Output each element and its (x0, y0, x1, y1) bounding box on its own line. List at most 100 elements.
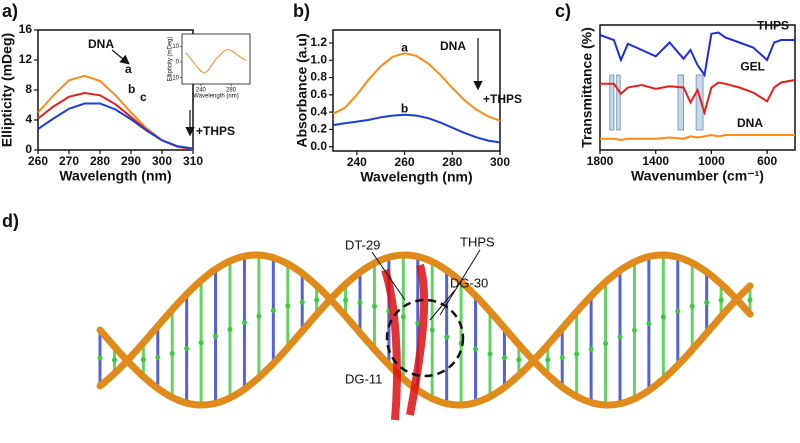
annotation: +THPS (196, 124, 235, 138)
structure-label: DT-29 (345, 237, 380, 252)
x-tick-label: 280 (442, 155, 462, 169)
axis-frame (332, 29, 501, 152)
atom (487, 351, 493, 357)
y-tick-label: 1.2 (310, 35, 327, 49)
panel-label: d) (2, 211, 19, 231)
x-tick-label: 240 (347, 155, 367, 169)
x-axis-label: Wavelength (nm) (193, 94, 238, 100)
atom (545, 357, 551, 363)
atom (111, 357, 117, 363)
atom (617, 334, 623, 340)
atom (415, 320, 421, 326)
atom (213, 333, 219, 339)
y-axis-label: Absorbance (a.u) (294, 33, 310, 147)
series-label: THPS (757, 18, 789, 32)
y-tick-label: 0.8 (310, 70, 327, 84)
atom (227, 326, 233, 332)
series-line (37, 102, 194, 150)
highlight-band (609, 74, 615, 131)
atom (155, 354, 161, 360)
series-line (599, 31, 795, 78)
atom (357, 300, 363, 306)
panel-label: b) (293, 1, 310, 21)
atom (516, 357, 522, 363)
pointer (439, 249, 481, 316)
backbone (96, 251, 754, 409)
thps-region (381, 263, 429, 421)
atom (718, 297, 724, 303)
atom (603, 340, 609, 346)
atom (444, 334, 450, 340)
y-tick-label: 8 (25, 82, 32, 96)
x-tick-label: 1800 (587, 154, 614, 168)
x-tick-label: 260 (28, 154, 48, 168)
atom (501, 355, 507, 361)
atom (429, 327, 435, 333)
atom (169, 351, 175, 357)
x-axis-label: Wavelength (nm) (360, 169, 472, 185)
annotation: c (140, 90, 147, 104)
atom (371, 303, 377, 309)
atom (559, 355, 565, 361)
axis-frame (181, 33, 251, 85)
annotation: DNA (88, 37, 114, 51)
series-label: DNA (737, 116, 763, 130)
atom (588, 346, 594, 352)
highlight-band (616, 74, 621, 131)
series-line (600, 133, 795, 142)
annotation: +THPS (483, 92, 522, 106)
y-tick-label: 4 (25, 112, 32, 126)
backbone (96, 251, 754, 409)
atom (473, 346, 479, 352)
atom (660, 314, 666, 320)
atom (704, 300, 710, 306)
y-tick-label: 0.2 (310, 122, 327, 136)
atom (314, 297, 320, 303)
x-tick-label: 310 (183, 154, 203, 168)
y-tick-label: 0.6 (310, 87, 327, 101)
atom (747, 297, 753, 303)
x-tick-label: 300 (490, 155, 510, 169)
y-tick-label: 0.0 (310, 139, 327, 153)
annotation: b (128, 82, 135, 96)
series-label: a (401, 40, 408, 54)
arrow (111, 49, 130, 65)
x-axis-label: Wavelength (nm) (59, 168, 171, 184)
atom (343, 297, 349, 303)
series-line (600, 79, 796, 117)
annotation: DNA (440, 39, 466, 53)
binding-site (385, 298, 465, 378)
x-tick-label: 1000 (698, 154, 725, 168)
atom (646, 320, 652, 326)
atom (97, 355, 103, 361)
x-tick-label: 260 (395, 155, 415, 169)
atom (675, 308, 681, 314)
highlight-band (695, 74, 704, 131)
structure-label: DG-30 (450, 275, 488, 290)
series-line (185, 49, 247, 74)
structure-label: THPS (460, 234, 495, 249)
atom (299, 299, 305, 305)
y-tick-label: 0 (25, 142, 32, 156)
pointer (429, 289, 456, 321)
y-axis-label: Ellipticity (mDeg) (0, 33, 15, 147)
atom (689, 303, 695, 309)
x-tick-label: 300 (152, 154, 172, 168)
x-axis-label: Wavenumber (cm⁻¹) (631, 168, 764, 184)
y-tick-label: 16 (19, 22, 33, 36)
y-tick-label: 0.4 (310, 104, 327, 118)
atom (400, 314, 406, 320)
annotation: a (125, 62, 132, 76)
y-tick-label: 0 (176, 60, 180, 66)
series-line (332, 113, 501, 144)
axis-frame (599, 24, 796, 151)
dna-structure (96, 249, 754, 421)
series-line (332, 52, 501, 122)
atom (198, 340, 204, 346)
y-tick-label: 12 (19, 52, 33, 66)
series-line (37, 91, 194, 151)
y-tick-label: 10 (172, 44, 179, 50)
panel-label: c) (555, 1, 571, 21)
atom (256, 313, 262, 319)
